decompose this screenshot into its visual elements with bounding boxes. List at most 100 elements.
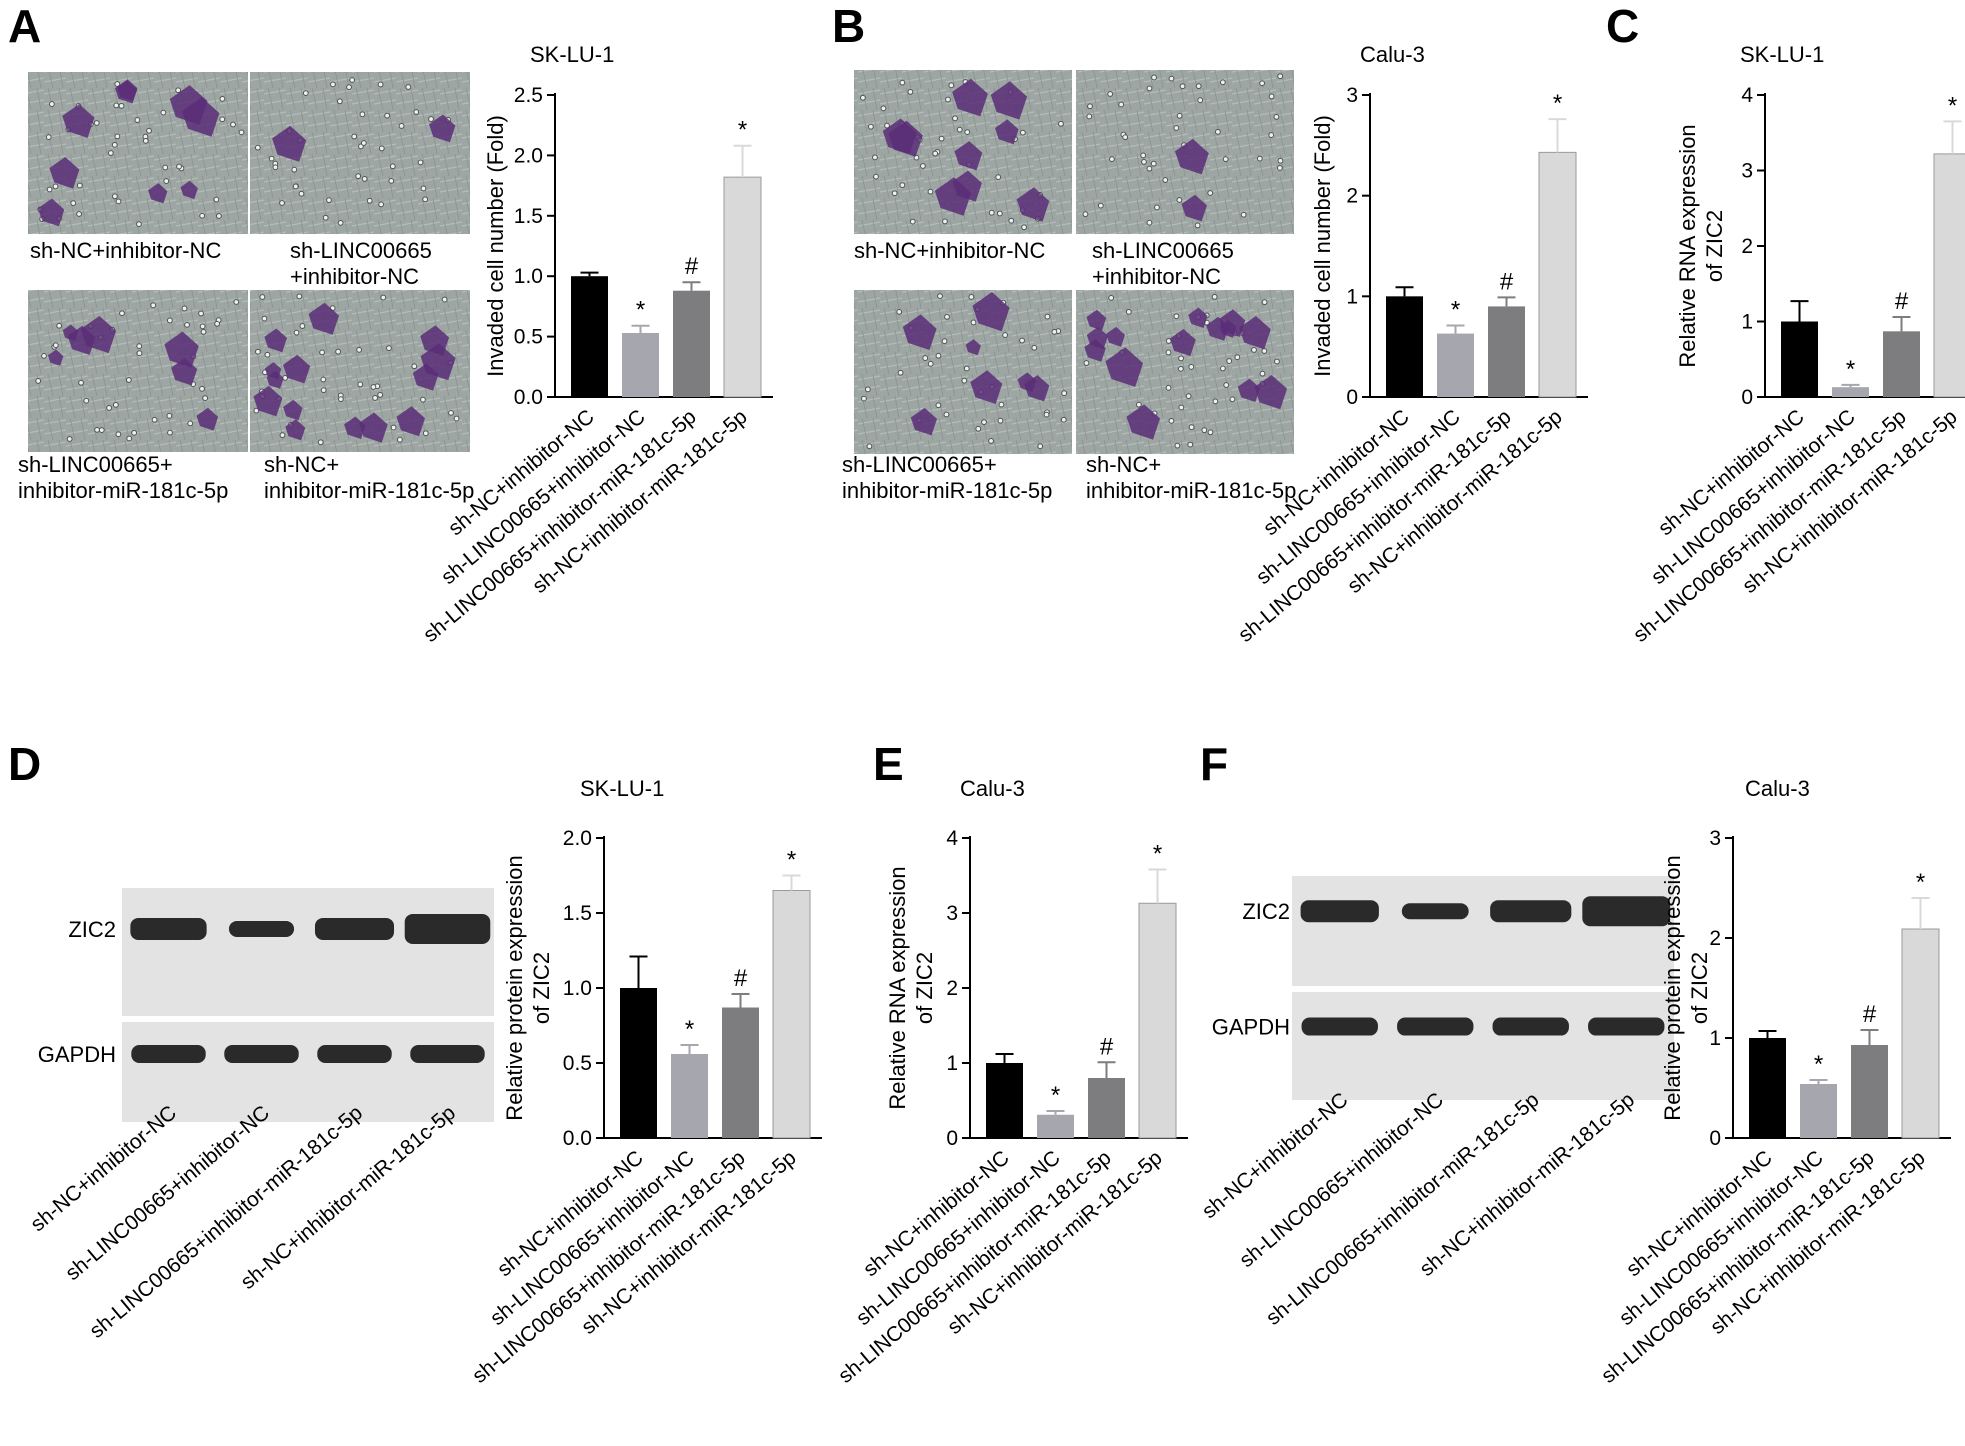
pore-dot: [981, 419, 987, 425]
blot-band: [131, 1045, 206, 1063]
pore-dot: [378, 145, 385, 152]
invaded-cell: [1237, 378, 1261, 402]
y-tick-label-d: 1.5: [563, 902, 592, 925]
pore-dot: [880, 105, 887, 112]
pore-dot: [1086, 113, 1093, 120]
pore-dot: [1268, 132, 1275, 138]
pore-dot: [199, 212, 206, 219]
panel-label-e: E: [873, 738, 904, 790]
y-axis-label-a: Invaded cell number (Fold): [483, 115, 508, 377]
pore-dot: [1229, 396, 1236, 403]
pore-dot: [112, 401, 119, 408]
invaded-cell: [164, 331, 199, 368]
pore-dot: [1118, 101, 1125, 108]
invaded-cell: [1086, 309, 1107, 331]
pore-dot: [52, 342, 59, 349]
pore-dot: [115, 198, 122, 205]
invaded-cell: [990, 81, 1028, 120]
y-axis-label-line: of ZIC2: [529, 952, 554, 1024]
y-tick-label-e: 3: [946, 902, 958, 925]
bar-e-1: [986, 1063, 1023, 1138]
y-tick-label-f: 0: [1709, 1127, 1721, 1150]
pore-dot: [948, 82, 955, 89]
pore-dot: [167, 429, 173, 436]
pore-dot: [405, 84, 412, 90]
pore-dot: [1087, 103, 1093, 110]
pore-dot: [378, 201, 385, 208]
micrograph-label-b-4-line: inhibitor-miR-181c-5p: [1086, 478, 1296, 503]
blot-band: [1401, 903, 1469, 920]
invaded-cell: [420, 325, 450, 356]
pore-dot: [151, 416, 158, 423]
pore-dot: [997, 417, 1004, 424]
pore-dot: [35, 378, 42, 384]
blot-row-label-gapdh: GAPDH: [1212, 1015, 1290, 1040]
pore-dot: [45, 134, 52, 141]
pore-dot: [1188, 424, 1195, 431]
pore-dot: [1219, 79, 1226, 86]
invaded-cell: [954, 141, 983, 171]
pore-dot: [360, 140, 367, 146]
blot-band: [1301, 1017, 1378, 1036]
pore-dot: [1194, 222, 1201, 229]
pore-dot: [349, 77, 356, 83]
significance-mark-b-4: *: [1553, 90, 1562, 117]
pore-dot: [41, 352, 47, 359]
bar-a-2: [622, 332, 659, 397]
pore-dot: [1141, 159, 1147, 165]
pore-dot: [968, 294, 975, 300]
pore-dot: [952, 115, 958, 122]
micrograph-label-a-2: sh-LINC00665 +inhibitor-NC: [290, 238, 432, 289]
invaded-cell: [412, 363, 439, 391]
pore-dot: [428, 116, 434, 122]
micrograph-label-a-4: sh-NC+ inhibitor-miR-181c-5p: [264, 452, 474, 503]
invaded-cell: [1188, 307, 1208, 328]
pore-dot: [113, 102, 120, 109]
invaded-cell: [1181, 194, 1207, 222]
pore-dot: [1146, 219, 1153, 226]
pore-dot: [299, 323, 306, 329]
pore-dot: [94, 427, 100, 433]
bar-chart-e: Calu-3 0 1 2 3 4 Relative RNA expressionof ZIC…: [834, 776, 1188, 1388]
blot-band: [1300, 900, 1379, 923]
y-axis-label-b: Invaded cell number (Fold): [1310, 115, 1335, 377]
pore-dot: [907, 89, 914, 95]
blot-band: [1588, 1017, 1665, 1036]
y-tick-label-e: 1: [946, 1052, 958, 1075]
pore-dot: [355, 173, 362, 180]
y-tick-label-d: 2.0: [563, 827, 592, 850]
blot-row-label-gapdh: GAPDH: [38, 1042, 116, 1067]
invaded-cell: [396, 406, 425, 437]
panel-label-d: D: [8, 738, 41, 790]
bar-a-1: [571, 276, 608, 397]
invaded-cell: [952, 170, 982, 202]
y-tick-label-a: 0.5: [514, 326, 543, 349]
pore-dot: [214, 320, 221, 327]
invaded-cell: [1017, 372, 1037, 392]
blot-band: [317, 1045, 392, 1063]
pore-dot: [1179, 83, 1186, 90]
pore-dot: [1061, 390, 1068, 397]
pore-dot: [1277, 73, 1284, 80]
blot-f-title: Calu-3: [1745, 776, 1810, 801]
invaded-cell: [266, 370, 284, 389]
invaded-cell: [49, 157, 80, 189]
pore-dot: [56, 322, 63, 329]
y-axis-label-d: Relative protein expressionof ZIC2: [502, 855, 554, 1120]
micrograph-label-a-4-line: inhibitor-miR-181c-5p: [264, 478, 474, 503]
significance-mark-f-2: *: [1814, 1051, 1823, 1078]
pore-dot: [899, 182, 906, 189]
pore-dot: [1212, 398, 1219, 405]
bar-e-2: [1037, 1114, 1074, 1138]
micrograph-label-b-3-line: inhibitor-miR-181c-5p: [842, 478, 1052, 503]
chart-title-c: SK-LU-1: [1740, 42, 1824, 67]
micrograph-label-b-2-line: sh-LINC00665: [1092, 238, 1234, 263]
invaded-cell: [952, 78, 988, 117]
pore-dot: [1051, 328, 1058, 335]
y-tick-label-e: 4: [946, 827, 958, 850]
pore-dot: [922, 355, 929, 361]
panel-label-a: A: [8, 0, 41, 52]
pore-dot: [1173, 313, 1180, 320]
pore-dot: [942, 218, 948, 225]
pore-dot: [142, 137, 149, 144]
